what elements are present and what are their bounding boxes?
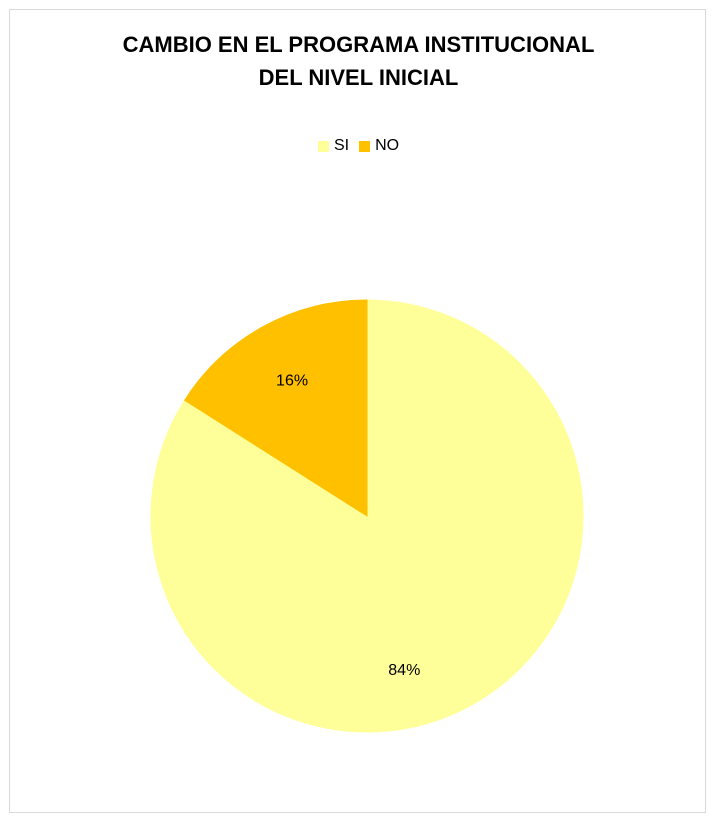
data-label-no: 16% <box>276 373 308 390</box>
chart-title: CAMBIO EN EL PROGRAMA INSTITUCIONAL DEL … <box>0 28 717 94</box>
legend-swatch-si <box>317 140 329 152</box>
pie-slice-no <box>183 299 368 517</box>
legend-swatch-no <box>359 140 371 152</box>
data-label-si: 84% <box>388 662 420 679</box>
legend-item-no: NO <box>359 137 399 155</box>
chart-title-line-1: CAMBIO EN EL PROGRAMA INSTITUCIONAL <box>122 32 595 57</box>
legend-label-no: NO <box>375 137 400 154</box>
legend-item-si: SI <box>317 137 350 155</box>
chart-title-line-2: DEL NIVEL INICIAL <box>258 65 459 90</box>
legend-label-si: SI <box>333 137 350 154</box>
chart-legend: SI NO <box>0 137 717 155</box>
